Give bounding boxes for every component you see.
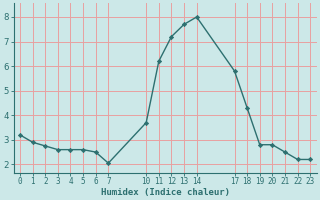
X-axis label: Humidex (Indice chaleur): Humidex (Indice chaleur) (100, 188, 230, 197)
